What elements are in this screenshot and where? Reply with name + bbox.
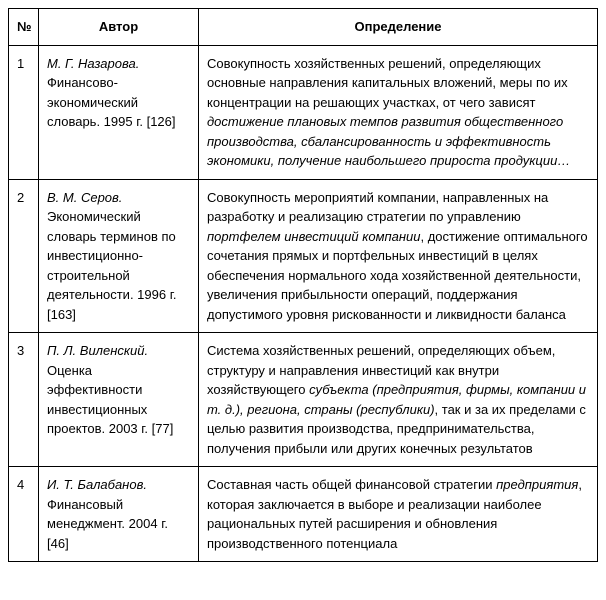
cell-definition: Совокупность мероприятий компании, напра… (199, 179, 598, 333)
table-row: 4 И. Т. Балабанов. Финансовый менеджмент… (9, 467, 598, 562)
cell-author: В. М. Серов. Экономический словарь терми… (39, 179, 199, 333)
author-name: И. Т. Балабанов. (47, 477, 147, 492)
cell-num: 2 (9, 179, 39, 333)
table-row: 2 В. М. Серов. Экономический словарь тер… (9, 179, 598, 333)
author-source: Финансовый менеджмент. 2004 г. [46] (47, 497, 168, 551)
cell-author: П. Л. Виленский. Оценка эффективности ин… (39, 333, 199, 467)
header-definition: Определение (199, 9, 598, 46)
cell-num: 3 (9, 333, 39, 467)
author-source: Экономический словарь терминов по инвест… (47, 209, 176, 322)
def-text-pre: Совокупность мероприятий компании, напра… (207, 190, 548, 225)
def-emphasis: портфелем инвестиций компании (207, 229, 421, 244)
cell-definition: Составная часть общей финансовой стратег… (199, 467, 598, 562)
def-text-pre: Совокупность хозяйственных решений, опре… (207, 56, 568, 110)
cell-num: 4 (9, 467, 39, 562)
cell-author: И. Т. Балабанов. Финансовый менеджмент. … (39, 467, 199, 562)
header-author: Автор (39, 9, 199, 46)
cell-num: 1 (9, 45, 39, 179)
table-header-row: № Автор Определение (9, 9, 598, 46)
table-body: 1 М. Г. Назарова. Финансово-экономически… (9, 45, 598, 562)
author-source: Оценка эффективности инвестиционных прое… (47, 363, 173, 437)
table-row: 1 М. Г. Назарова. Финансово-экономически… (9, 45, 598, 179)
definitions-table: № Автор Определение 1 М. Г. Назарова. Фи… (8, 8, 598, 562)
cell-definition: Совокупность хозяйственных решений, опре… (199, 45, 598, 179)
cell-author: М. Г. Назарова. Финансово-экономический … (39, 45, 199, 179)
def-emphasis: достижение плановых темпов развития обще… (207, 114, 570, 168)
cell-definition: Система хозяйственных решений, определяю… (199, 333, 598, 467)
author-source: Финансово-экономический словарь. 1995 г.… (47, 75, 176, 129)
table-row: 3 П. Л. Виленский. Оценка эффективности … (9, 333, 598, 467)
def-text-pre: Составная часть общей финансовой стратег… (207, 477, 496, 492)
def-emphasis: предприятия (496, 477, 578, 492)
author-name: В. М. Серов. (47, 190, 122, 205)
author-name: М. Г. Назарова. (47, 56, 139, 71)
author-name: П. Л. Виленский. (47, 343, 148, 358)
header-num: № (9, 9, 39, 46)
